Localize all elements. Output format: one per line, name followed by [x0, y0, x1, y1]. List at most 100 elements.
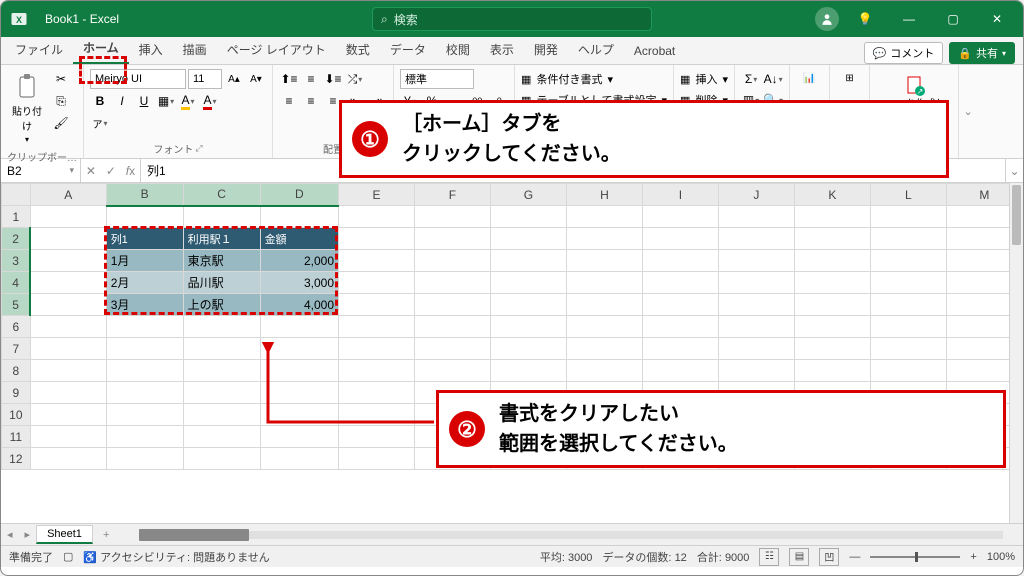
- cell-B5[interactable]: 3月: [106, 294, 183, 316]
- cell-D1[interactable]: [260, 206, 338, 228]
- align-middle-icon[interactable]: ≡: [301, 69, 321, 89]
- font-size-combo[interactable]: [188, 69, 222, 89]
- cell-G3[interactable]: [490, 250, 566, 272]
- bold-button[interactable]: B: [90, 91, 110, 111]
- cell-D3[interactable]: 2,000: [260, 250, 338, 272]
- cell-B8[interactable]: [106, 360, 183, 382]
- addin-button[interactable]: ⊞: [836, 69, 863, 88]
- cell-A5[interactable]: [30, 294, 106, 316]
- cell-H5[interactable]: [566, 294, 642, 316]
- cell-G1[interactable]: [490, 206, 566, 228]
- col-header-D[interactable]: D: [260, 184, 338, 206]
- tab-formulas[interactable]: 数式: [336, 37, 380, 64]
- cell-D12[interactable]: [260, 448, 338, 470]
- add-sheet-button[interactable]: +: [93, 529, 119, 541]
- close-button[interactable]: ✕: [979, 1, 1015, 37]
- tab-file[interactable]: ファイル: [5, 37, 73, 64]
- cell-J5[interactable]: [718, 294, 794, 316]
- cell-L1[interactable]: [870, 206, 946, 228]
- row-header-12[interactable]: 12: [2, 448, 31, 470]
- cell-E12[interactable]: [339, 448, 415, 470]
- cell-C4[interactable]: 品川駅: [183, 272, 260, 294]
- cell-F4[interactable]: [414, 272, 490, 294]
- cell-I1[interactable]: [642, 206, 718, 228]
- cell-G7[interactable]: [490, 338, 566, 360]
- cell-J8[interactable]: [718, 360, 794, 382]
- cell-F1[interactable]: [414, 206, 490, 228]
- cell-C3[interactable]: 東京駅: [183, 250, 260, 272]
- cell-J1[interactable]: [718, 206, 794, 228]
- cell-F3[interactable]: [414, 250, 490, 272]
- align-bottom-icon[interactable]: ⬇≡: [323, 69, 343, 89]
- fill-color-button[interactable]: A: [178, 91, 198, 111]
- cell-J6[interactable]: [718, 316, 794, 338]
- accessibility-status[interactable]: ♿ アクセシビリティ: 問題ありません: [83, 549, 269, 565]
- tab-review[interactable]: 校閲: [436, 37, 480, 64]
- row-header-6[interactable]: 6: [2, 316, 31, 338]
- vertical-scrollbar[interactable]: [1009, 183, 1023, 523]
- cell-B9[interactable]: [106, 382, 183, 404]
- cell-C11[interactable]: [183, 426, 260, 448]
- col-header-H[interactable]: H: [566, 184, 642, 206]
- align-top-icon[interactable]: ⬆≡: [279, 69, 299, 89]
- cell-B6[interactable]: [106, 316, 183, 338]
- sheet-nav-next[interactable]: ▸: [19, 528, 37, 541]
- cell-A7[interactable]: [30, 338, 106, 360]
- view-page-layout-icon[interactable]: ▤: [789, 548, 809, 566]
- italic-button[interactable]: I: [112, 91, 132, 111]
- tab-page-layout[interactable]: ページ レイアウト: [217, 37, 336, 64]
- search-box[interactable]: ⌕ 検索: [372, 7, 652, 31]
- cell-H2[interactable]: [566, 228, 642, 250]
- collapse-ribbon-button[interactable]: ⌄: [959, 65, 977, 158]
- col-header-F[interactable]: F: [414, 184, 490, 206]
- cell-E2[interactable]: [339, 228, 415, 250]
- col-header-A[interactable]: A: [30, 184, 106, 206]
- cell-C10[interactable]: [183, 404, 260, 426]
- cell-A3[interactable]: [30, 250, 106, 272]
- lightbulb-icon[interactable]: 💡: [847, 1, 883, 37]
- align-left-icon[interactable]: ≡: [279, 91, 299, 111]
- cell-H8[interactable]: [566, 360, 642, 382]
- cell-K3[interactable]: [794, 250, 870, 272]
- cell-C1[interactable]: [183, 206, 260, 228]
- sort-filter-button[interactable]: A↓: [763, 69, 783, 89]
- cancel-formula-icon[interactable]: ✕: [86, 164, 96, 178]
- cell-B3[interactable]: 1月: [106, 250, 183, 272]
- select-all-cell[interactable]: [2, 184, 31, 206]
- col-header-I[interactable]: I: [642, 184, 718, 206]
- cell-C2[interactable]: 利用駅１: [183, 228, 260, 250]
- cell-H1[interactable]: [566, 206, 642, 228]
- cell-G2[interactable]: [490, 228, 566, 250]
- cell-L8[interactable]: [870, 360, 946, 382]
- cell-I5[interactable]: [642, 294, 718, 316]
- cell-L4[interactable]: [870, 272, 946, 294]
- cell-B12[interactable]: [106, 448, 183, 470]
- cell-A2[interactable]: [30, 228, 106, 250]
- row-header-9[interactable]: 9: [2, 382, 31, 404]
- tab-draw[interactable]: 描画: [173, 37, 217, 64]
- tab-view[interactable]: 表示: [480, 37, 524, 64]
- number-format-combo[interactable]: [400, 69, 474, 89]
- maximize-button[interactable]: ▢: [935, 1, 971, 37]
- tab-data[interactable]: データ: [380, 37, 436, 64]
- row-header-3[interactable]: 3: [2, 250, 31, 272]
- cell-H3[interactable]: [566, 250, 642, 272]
- fx-icon[interactable]: fx: [126, 164, 135, 178]
- cell-I3[interactable]: [642, 250, 718, 272]
- cell-E5[interactable]: [339, 294, 415, 316]
- cell-G4[interactable]: [490, 272, 566, 294]
- cell-B11[interactable]: [106, 426, 183, 448]
- cell-L6[interactable]: [870, 316, 946, 338]
- paste-button[interactable]: 貼り付け▾: [7, 69, 47, 148]
- sheet-tab[interactable]: Sheet1: [36, 525, 93, 544]
- row-header-11[interactable]: 11: [2, 426, 31, 448]
- cell-L5[interactable]: [870, 294, 946, 316]
- cell-F2[interactable]: [414, 228, 490, 250]
- decrease-font-icon[interactable]: A▾: [246, 69, 266, 89]
- cell-D5[interactable]: 4,000: [260, 294, 338, 316]
- cell-E6[interactable]: [339, 316, 415, 338]
- zoom-in-button[interactable]: +: [970, 551, 976, 563]
- cell-D4[interactable]: 3,000: [260, 272, 338, 294]
- cell-E3[interactable]: [339, 250, 415, 272]
- share-button[interactable]: 🔒共有▾: [949, 42, 1015, 64]
